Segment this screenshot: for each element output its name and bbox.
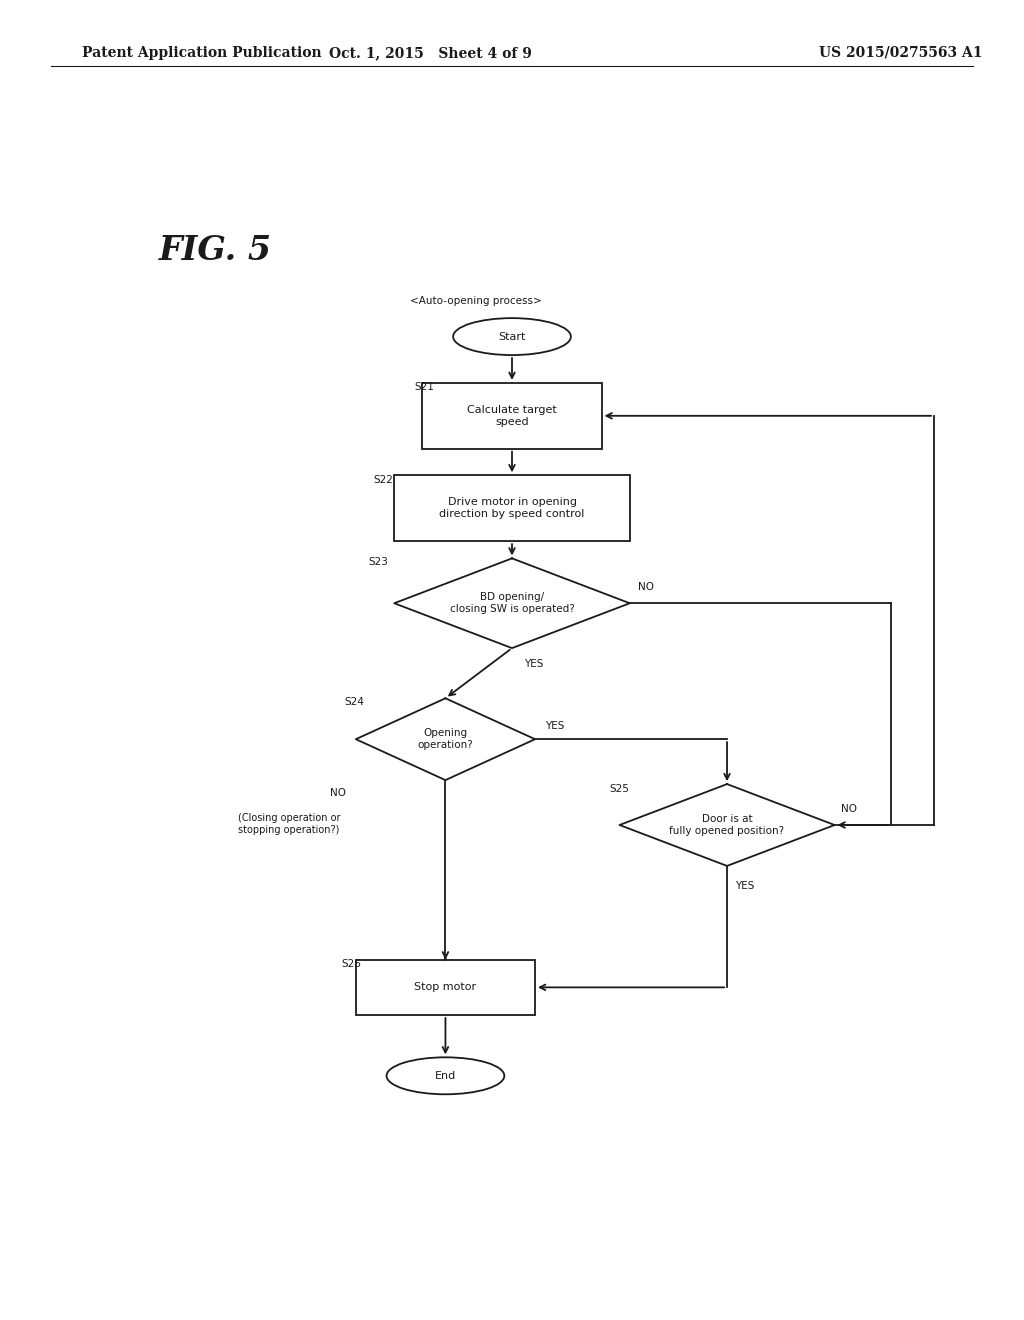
- Text: <Auto-opening process>: <Auto-opening process>: [411, 296, 542, 306]
- Text: NO: NO: [841, 804, 857, 814]
- Text: YES: YES: [524, 659, 544, 669]
- Text: Stop motor: Stop motor: [415, 982, 476, 993]
- Text: Door is at
fully opened position?: Door is at fully opened position?: [670, 814, 784, 836]
- Text: Drive motor in opening
direction by speed control: Drive motor in opening direction by spee…: [439, 498, 585, 519]
- Text: S25: S25: [609, 784, 629, 795]
- Text: NO: NO: [638, 582, 654, 593]
- Text: S21: S21: [415, 381, 434, 392]
- Text: Opening
operation?: Opening operation?: [418, 729, 473, 750]
- Text: S23: S23: [369, 557, 388, 568]
- Text: BD opening/
closing SW is operated?: BD opening/ closing SW is operated?: [450, 593, 574, 614]
- Text: S22: S22: [374, 475, 393, 486]
- Text: Start: Start: [499, 331, 525, 342]
- Text: US 2015/0275563 A1: US 2015/0275563 A1: [819, 46, 983, 59]
- Text: FIG. 5: FIG. 5: [159, 235, 271, 267]
- Text: S24: S24: [344, 697, 364, 708]
- Text: Oct. 1, 2015   Sheet 4 of 9: Oct. 1, 2015 Sheet 4 of 9: [329, 46, 531, 59]
- Text: End: End: [435, 1071, 456, 1081]
- Text: S26: S26: [341, 958, 360, 969]
- Text: YES: YES: [545, 721, 564, 731]
- Text: NO: NO: [330, 788, 346, 799]
- Text: (Closing operation or
stopping operation?): (Closing operation or stopping operation…: [239, 813, 341, 834]
- Text: Patent Application Publication: Patent Application Publication: [82, 46, 322, 59]
- Text: YES: YES: [735, 880, 755, 891]
- Text: Calculate target
speed: Calculate target speed: [467, 405, 557, 426]
